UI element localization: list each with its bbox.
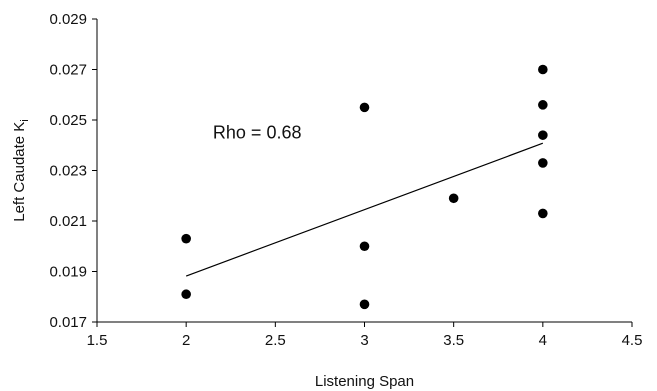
data-point: [448, 193, 459, 204]
data-point: [538, 64, 548, 75]
axes: [96, 19, 632, 323]
y-tick-label: 0.027: [49, 62, 87, 79]
y-axis-label: Left Caudate Ki: [11, 119, 31, 222]
data-point: [538, 158, 548, 168]
data-point: [538, 208, 548, 219]
x-tick-label: 2.5: [265, 332, 286, 349]
data-point: [359, 241, 370, 252]
y-tick-label: 0.021: [49, 213, 87, 230]
trendline: [185, 142, 544, 277]
y-tick-label: 0.023: [49, 163, 87, 180]
y-tick-label: 0.029: [49, 11, 87, 28]
x-tick-label: 2: [182, 332, 190, 349]
y-tick-label: 0.019: [49, 264, 87, 281]
y-axis-label-subscript: i: [19, 119, 31, 121]
x-axis-label: Listening Span: [315, 373, 414, 390]
y-axis-label-main: Left Caudate K: [11, 122, 28, 222]
x-tick-label: 3: [360, 332, 368, 349]
data-points: [181, 64, 548, 310]
rho-annotation: Rho = 0.68: [213, 123, 302, 143]
y-ticks: 0.017 0.019 0.021 0.023 0.025 0.027 0.029: [49, 11, 97, 331]
data-point: [538, 130, 548, 140]
x-tick-label: 4.5: [622, 332, 643, 349]
data-point: [181, 233, 191, 244]
data-point: [181, 289, 191, 300]
data-point: [538, 100, 548, 110]
x-tick-label: 3.5: [443, 332, 464, 349]
y-tick-label: 0.025: [49, 112, 87, 129]
x-tick-label: 4: [539, 332, 547, 349]
data-point: [359, 102, 370, 113]
x-ticks: 1.5 2 2.5 3 3.5 4 4.5: [87, 322, 643, 349]
y-tick-label: 0.017: [49, 314, 87, 331]
data-point: [359, 299, 370, 310]
x-tick-label: 1.5: [87, 332, 108, 349]
